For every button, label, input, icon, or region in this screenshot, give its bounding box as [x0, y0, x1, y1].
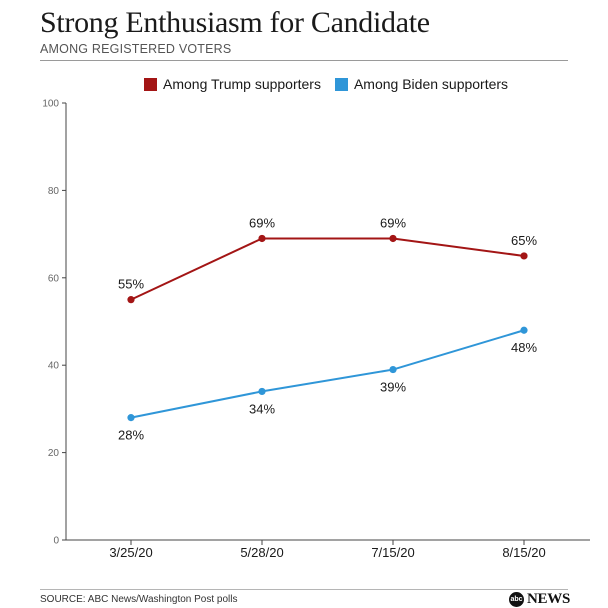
data-point-biden-1: [258, 387, 266, 396]
data-label-biden-1: 34%: [249, 401, 275, 416]
chart-title: Strong Enthusiasm for Candidate: [40, 6, 430, 39]
x-tick-label-0: 3/25/20: [109, 545, 152, 560]
abc-logo-icon: abc: [509, 592, 525, 607]
logo-text: NEWS: [527, 591, 570, 607]
data-point-trump-1: [258, 234, 266, 243]
x-tick-label-3: 8/15/20: [502, 545, 545, 560]
y-tick-label-60: 60: [48, 273, 60, 284]
data-point-biden-3: [520, 326, 528, 334]
legend-swatch-biden: [334, 77, 348, 91]
y-tick-label-0: 0: [53, 536, 59, 547]
series-line-biden: [130, 329, 525, 419]
data-point-trump-3: [520, 252, 528, 260]
x-tick-label-1: 5/28/20: [240, 545, 283, 560]
x-tick-label-2: 7/15/20: [371, 545, 414, 560]
footer-divider: [40, 589, 568, 590]
line-chart: 0 20 40 60 80 100 3/25/20 5/28/20 7/15/20 8/15/20…: [42, 99, 590, 560]
data-label-trump-2: 69%: [380, 215, 406, 230]
data-label-biden-0: 28%: [118, 428, 144, 443]
legend-item-trump: Among Trump supporters: [144, 76, 321, 92]
y-tick-label-40: 40: [48, 361, 60, 372]
legend-item-biden: Among Biden supporters: [334, 76, 509, 92]
data-point-trump-2: [389, 234, 397, 243]
source-note: SOURCE: ABC News/Washington Post polls: [40, 594, 238, 605]
data-label-trump-0: 55%: [118, 277, 144, 292]
y-tick-label-20: 20: [48, 448, 60, 459]
data-point-biden-0: [127, 414, 135, 422]
legend-label-biden: Among Biden supporters: [353, 76, 509, 92]
data-label-biden-3: 48%: [511, 340, 537, 355]
abc-news-logo: abc NEWS: [509, 591, 570, 608]
y-tick-label-100: 100: [42, 99, 59, 110]
legend: Among Trump supporters Among Biden suppo…: [144, 76, 522, 92]
y-tick-label-80: 80: [48, 186, 60, 197]
header-divider: [40, 60, 568, 61]
data-point-trump-0: [127, 296, 135, 304]
data-point-biden-2: [389, 365, 397, 374]
legend-label-trump: Among Trump supporters: [163, 76, 321, 92]
data-label-trump-1: 69%: [249, 215, 275, 230]
legend-swatch-trump: [144, 77, 157, 91]
data-label-biden-2: 39%: [380, 380, 406, 395]
series-line-trump: [130, 237, 525, 301]
chart-subtitle: AMONG REGISTERED VOTERS: [40, 42, 232, 56]
data-label-trump-3: 65%: [511, 233, 537, 248]
